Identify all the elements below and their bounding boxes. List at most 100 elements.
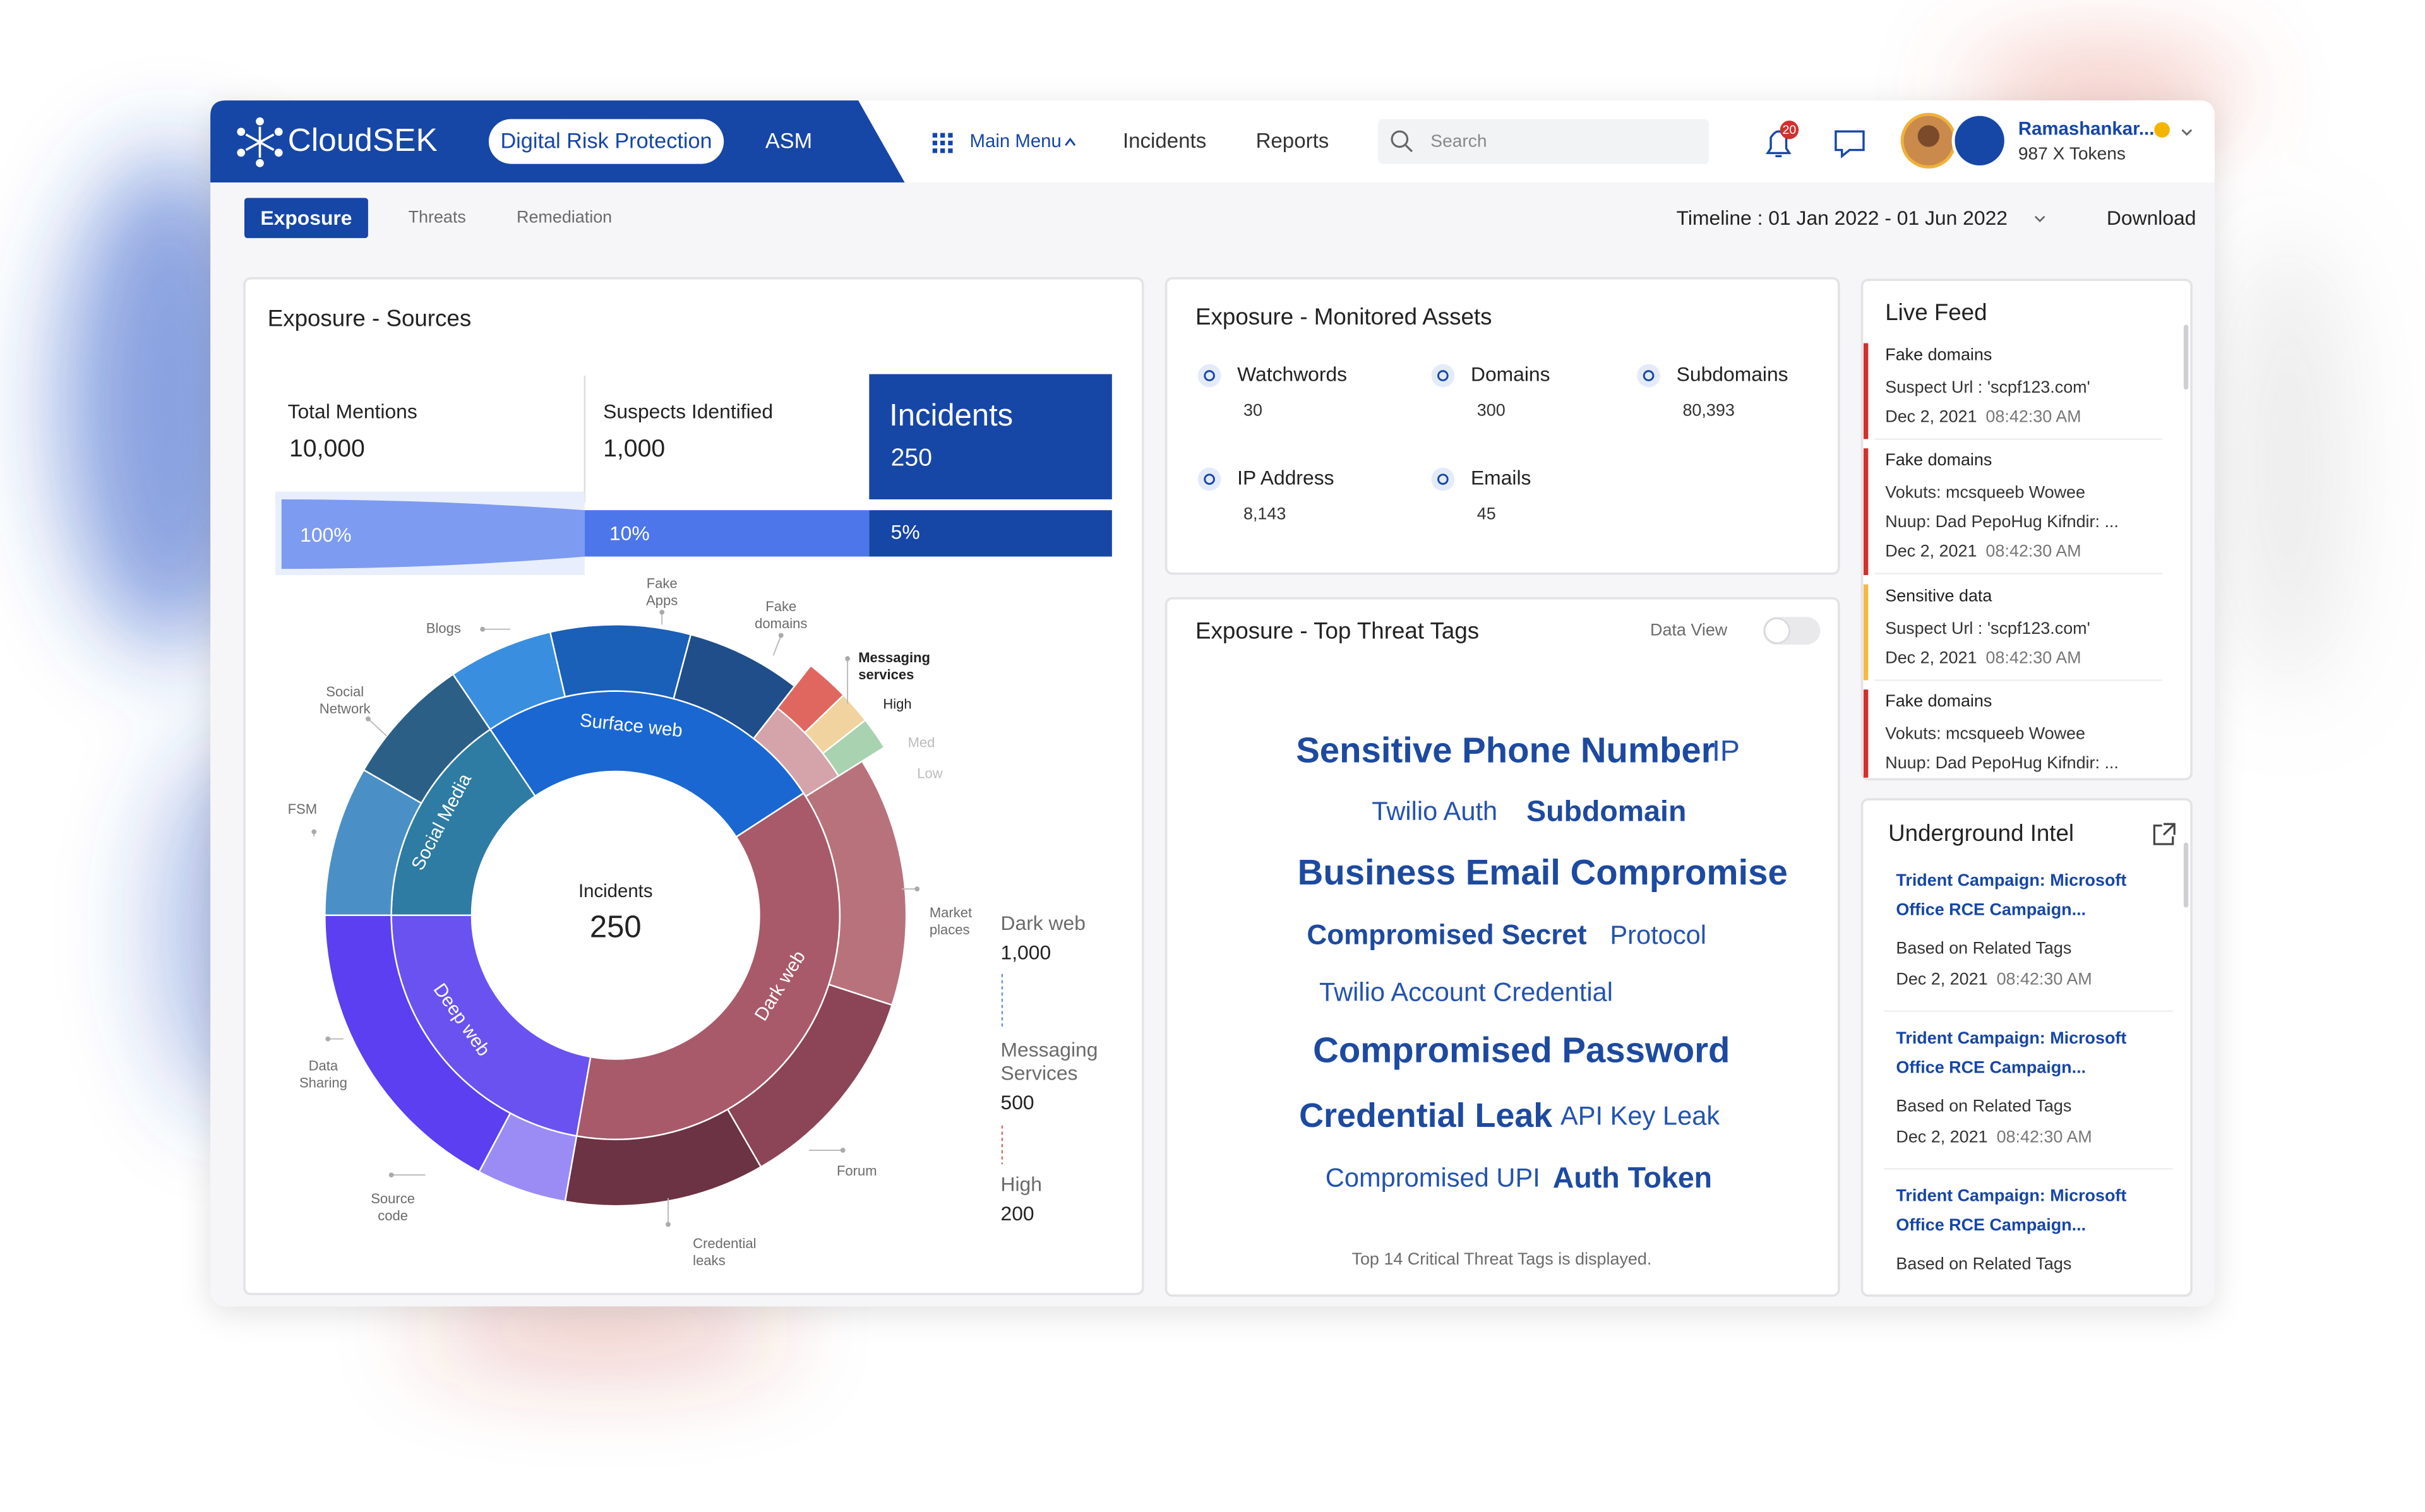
asset-label: Subdomains bbox=[1677, 362, 1788, 385]
legend-label: High bbox=[1001, 1173, 1042, 1196]
stat-value: 10,000 bbox=[289, 435, 365, 462]
segment-label: Blogs bbox=[426, 621, 461, 636]
threat-tag[interactable]: Twilio Account Credential bbox=[1319, 977, 1613, 1007]
stat-label: Total Mentions bbox=[288, 400, 417, 422]
tags-footnote: Top 14 Critical Threat Tags is displayed… bbox=[1352, 1249, 1652, 1268]
feed-time: 08:42:30 AM bbox=[1985, 541, 2081, 560]
logo-stroke bbox=[259, 141, 275, 152]
threat-tag[interactable]: IP bbox=[1712, 734, 1740, 767]
feed-detail: Nuup: Dad PepoHug Kifndir: ... bbox=[1885, 512, 2119, 531]
tags-card bbox=[1165, 597, 1840, 1297]
intel-title[interactable]: Office RCE Campaign... bbox=[1896, 1057, 2086, 1076]
asset-icon-dot bbox=[1437, 473, 1449, 485]
menu-icon-dot bbox=[940, 133, 945, 138]
bell-icon[interactable] bbox=[1765, 130, 1792, 158]
threat-tag[interactable]: Compromised UPI bbox=[1326, 1162, 1540, 1192]
intel-note: Based on Related Tags bbox=[1896, 939, 2071, 958]
assets-card bbox=[1165, 277, 1840, 575]
threat-tag[interactable]: Compromised Password bbox=[1313, 1030, 1730, 1070]
sunburst-severity-segment bbox=[822, 718, 886, 777]
logo-dot bbox=[274, 128, 283, 136]
feed-severity-bar bbox=[1863, 584, 1869, 681]
segment-label: Fake bbox=[647, 575, 678, 591]
tab-active[interactable] bbox=[488, 119, 724, 164]
threat-tag[interactable]: Compromised Secret bbox=[1307, 920, 1587, 951]
leader-dot bbox=[840, 1148, 846, 1153]
segment-label: Messaging bbox=[858, 650, 930, 665]
feed-severity-bar bbox=[1863, 689, 1869, 778]
notification-count: 20 bbox=[1783, 123, 1797, 137]
threat-tag[interactable]: Auth Token bbox=[1553, 1161, 1712, 1194]
content: CloudSEK Digital Risk Protection ASM Main M… bbox=[237, 112, 2196, 1297]
timeline[interactable]: Timeline : 01 Jan 2022 - 01 Jun 2022 bbox=[1677, 206, 2008, 229]
leader-dot bbox=[388, 1172, 394, 1178]
threat-tag[interactable]: Protocol bbox=[1610, 920, 1706, 949]
funnel-label: 10% bbox=[609, 522, 650, 545]
threat-tag[interactable]: Business Email Compromise bbox=[1298, 852, 1788, 892]
intel-title[interactable]: Office RCE Campaign... bbox=[1896, 1215, 2086, 1234]
feed-severity-bar bbox=[1863, 448, 1869, 575]
legend-label: Services bbox=[1001, 1061, 1078, 1084]
threat-tag[interactable]: Subdomain bbox=[1526, 794, 1686, 827]
intel-time: 08:42:30 AM bbox=[1997, 1127, 2092, 1146]
live-feed-card bbox=[1860, 278, 2193, 781]
product-tab[interactable]: Digital Risk Protection bbox=[500, 129, 712, 153]
segment-label: Apps bbox=[646, 592, 678, 608]
menu-item[interactable]: Main Menu bbox=[970, 131, 1062, 152]
sunburst-outer-segment bbox=[362, 673, 491, 804]
scrollbar bbox=[2183, 842, 2189, 908]
threat-tag[interactable]: API Key Leak bbox=[1560, 1101, 1720, 1131]
menu-item[interactable]: Reports bbox=[1256, 129, 1329, 153]
logo-dot bbox=[256, 117, 264, 126]
feed-type: Fake domains bbox=[1885, 345, 1992, 364]
intel-title[interactable]: Trident Campaign: Microsoft bbox=[1896, 1028, 2126, 1047]
user-name[interactable]: Ramashankar... bbox=[2018, 118, 2155, 139]
intel-card bbox=[1860, 798, 2193, 1297]
avatar-secondary[interactable] bbox=[1951, 112, 2008, 169]
menu-icon-dot bbox=[932, 133, 938, 138]
avatar-face bbox=[1917, 125, 1939, 147]
legend-value: 1,000 bbox=[1001, 941, 1051, 963]
download-button[interactable]: Download bbox=[2107, 206, 2196, 229]
menu-icon-dot bbox=[948, 140, 953, 146]
asset-label: Watchwords bbox=[1237, 362, 1347, 385]
search-box[interactable] bbox=[1378, 119, 1709, 164]
segment-label: Social bbox=[326, 684, 364, 699]
subnav-tab[interactable]: Threats bbox=[409, 207, 466, 226]
stat-value: 250 bbox=[891, 444, 932, 472]
chat-icon[interactable] bbox=[1835, 130, 1865, 158]
funnel-label: 5% bbox=[891, 520, 920, 543]
segment-label: domains bbox=[755, 616, 807, 631]
subnav-tab-active[interactable] bbox=[244, 198, 368, 239]
intel-note: Based on Related Tags bbox=[1896, 1097, 2071, 1116]
feed-type: Fake domains bbox=[1885, 450, 1992, 469]
card-title: Live Feed bbox=[1885, 299, 1987, 325]
menu-icon-dot bbox=[932, 140, 938, 146]
asset-icon-dot bbox=[1204, 370, 1215, 381]
asset-value: 300 bbox=[1477, 401, 1506, 420]
intel-title[interactable]: Trident Campaign: Microsoft bbox=[1896, 1186, 2126, 1205]
intel-date: Dec 2, 2021 bbox=[1896, 1127, 1987, 1146]
subnav-tab[interactable]: Remediation bbox=[517, 207, 612, 226]
threat-tag[interactable]: Sensitive Phone Number bbox=[1296, 730, 1715, 770]
feed-detail: Vokuts: mcsqueeb Wowee bbox=[1885, 482, 2085, 501]
funnel-stage bbox=[281, 499, 585, 569]
subnav-tab[interactable]: Exposure bbox=[260, 206, 352, 229]
segment-label: code bbox=[378, 1208, 408, 1223]
search-placeholder[interactable]: Search bbox=[1430, 131, 1487, 151]
token-icon bbox=[2154, 122, 2170, 138]
menu-item[interactable]: Incidents bbox=[1123, 129, 1206, 153]
feed-detail: Vokuts: mcsqueeb Wowee bbox=[1885, 723, 2085, 742]
segment-label: Source bbox=[371, 1191, 415, 1206]
toggle-knob[interactable] bbox=[1764, 617, 1790, 644]
intel-title[interactable]: Trident Campaign: Microsoft bbox=[1896, 871, 2126, 890]
stat-label: Incidents bbox=[889, 398, 1013, 432]
threat-tag[interactable]: Credential Leak bbox=[1299, 1097, 1552, 1134]
product-tab[interactable]: ASM bbox=[765, 129, 812, 153]
external-link-icon[interactable] bbox=[2153, 823, 2176, 845]
intel-title[interactable]: Office RCE Campaign... bbox=[1896, 900, 2086, 919]
toggle-label: Data View bbox=[1650, 620, 1728, 639]
threat-tag[interactable]: Twilio Auth bbox=[1372, 796, 1497, 826]
legend-label: Dark web bbox=[1001, 912, 1086, 934]
logo-stroke bbox=[245, 141, 261, 152]
